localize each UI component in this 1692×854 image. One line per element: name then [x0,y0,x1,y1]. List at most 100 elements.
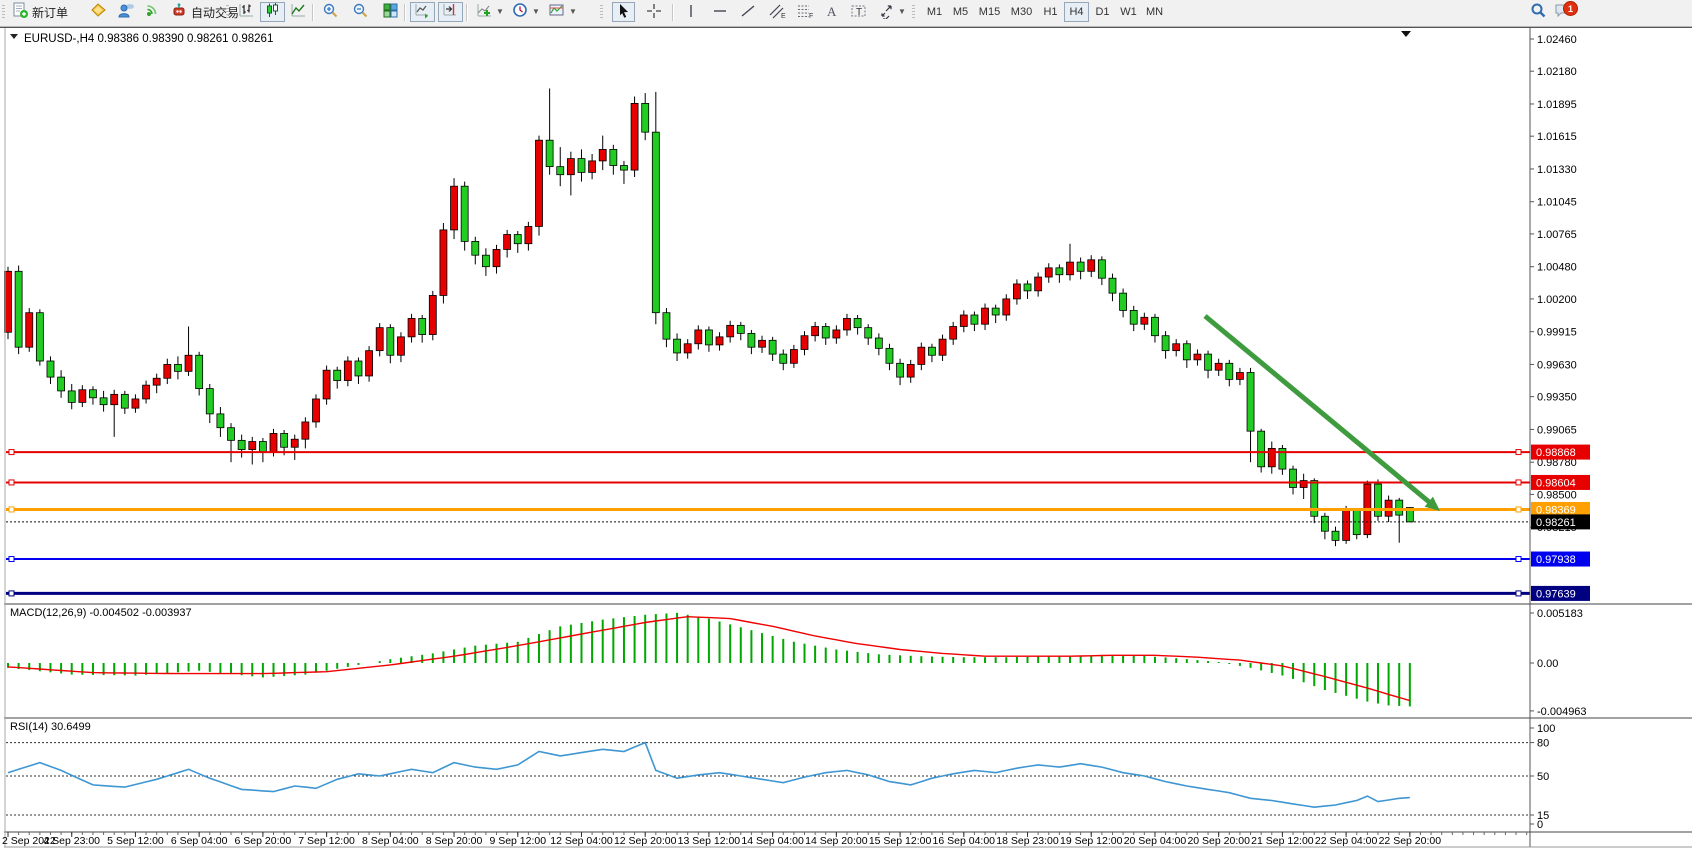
svg-text:0.98604: 0.98604 [1536,477,1576,489]
channel-button[interactable]: E [764,2,790,22]
toolbar-separator [404,4,405,21]
crosshair-button[interactable] [642,2,666,22]
notification-badge[interactable]: 1 [1563,1,1578,16]
new-order-button[interactable]: 新订单 [8,2,72,22]
zoom-in-button[interactable] [318,2,343,22]
svg-text:0.99065: 0.99065 [1537,424,1577,436]
trendline-button[interactable] [736,2,760,22]
autotrading-icon [170,2,188,22]
axis-price-label: 0.98604 [1531,474,1590,490]
line-chart-button[interactable] [286,2,311,22]
text-label-button[interactable]: T [846,2,872,22]
svg-text:22 Sep 20:00: 22 Sep 20:00 [1379,835,1442,847]
chart-canvas[interactable]: 1.02460 1.02180 1.01895 1.01615 1.01330 1.010… [0,28,1692,854]
svg-text:EURUSD-,H4 0.98386 0.98390 0.: EURUSD-,H4 0.98386 0.98390 0.98261 0.982… [24,33,273,45]
timeframe-button-w1[interactable]: W1 [1120,6,1137,18]
line-handle[interactable] [8,479,15,486]
text-button[interactable]: A [820,2,842,22]
svg-text:22 Sep 04:00: 22 Sep 04:00 [1315,835,1378,847]
bar-chart-button[interactable] [234,2,259,22]
chart-shift-marker[interactable] [1401,31,1411,37]
fibonacci-button[interactable]: F [792,2,818,22]
timeframe-button-h1[interactable]: H1 [1043,6,1058,18]
line-handle[interactable] [8,506,15,513]
zoom-in-icon [322,2,339,22]
svg-text:14 Sep 04:00: 14 Sep 04:00 [741,835,804,847]
line-handle[interactable] [8,590,15,597]
autotrading-button[interactable]: 自动交易 [166,2,243,22]
metaeditor-button[interactable] [86,2,111,22]
toolbar-grip[interactable] [2,5,5,20]
svg-text:20 Sep 04:00: 20 Sep 04:00 [1124,835,1187,847]
svg-text:F: F [809,13,813,19]
svg-text:13 Sep 12:00: 13 Sep 12:00 [678,835,741,847]
autotrading-label: 自动交易 [191,5,240,20]
chevron-down-icon: ▼ [569,7,577,16]
svg-text:0.00: 0.00 [1537,658,1558,670]
zoom-out-button[interactable] [348,2,373,22]
line-handle[interactable] [8,449,15,456]
text-label-icon: T [850,3,868,22]
svg-text:8 Sep 20:00: 8 Sep 20:00 [426,835,483,847]
axis-price-label: 0.97938 [1531,551,1590,567]
trendline-icon [740,3,756,22]
timeframe-button-mn[interactable]: MN [1145,6,1164,18]
fibonacci-icon: F [796,3,814,22]
svg-text:5 Sep 12:00: 5 Sep 12:00 [107,835,164,847]
svg-text:1.01895: 1.01895 [1537,99,1577,111]
market-button[interactable] [113,2,139,22]
svg-text:20 Sep 20:00: 20 Sep 20:00 [1187,835,1250,847]
svg-text:18 Sep 23:00: 18 Sep 23:00 [996,835,1059,847]
line-handle[interactable] [1515,556,1522,563]
hline-objects [6,449,1530,597]
search-button[interactable] [1526,2,1551,22]
chart-title: EURUSD-,H4 0.98386 0.98390 0.98261 0.982… [10,33,273,45]
indicators-button[interactable]: ▼ [472,2,508,22]
line-handle[interactable] [1515,506,1522,513]
text-icon: A [824,3,838,22]
svg-text:1.00200: 1.00200 [1537,294,1577,306]
vertical-line-button[interactable] [680,2,702,22]
svg-text:T: T [856,7,862,18]
arrow-annotation[interactable] [1203,314,1440,511]
toolbar-separator [466,4,467,21]
timeframe-button-m1[interactable]: M1 [926,6,943,18]
timeframe-button-m5[interactable]: M5 [952,6,969,18]
axis-price-label: 0.98868 [1531,444,1590,460]
timeframe-button-m15[interactable]: M15 [978,6,1001,18]
candlestick-chart-button[interactable] [260,2,285,22]
templates-button[interactable]: ▼ [544,2,581,22]
cursor-button[interactable] [612,2,635,22]
rsi-panel: RSI(14) 30.6499 100 80 50 150 [6,721,1555,831]
toolbar-separator [672,4,673,21]
chart-dropdown-icon[interactable] [10,34,18,39]
line-handle[interactable] [1515,590,1522,597]
timeframe-button-h4[interactable]: H4 [1064,2,1089,22]
tile-windows-button[interactable] [378,2,403,22]
signals-button[interactable] [140,2,165,22]
auto-scroll-button[interactable] [410,2,435,22]
line-handle[interactable] [1515,479,1522,486]
line-handle[interactable] [8,556,15,563]
svg-text:0.99350: 0.99350 [1537,392,1577,404]
horizontal-line-icon [712,3,728,22]
timeframe-button-m30[interactable]: M30 [1010,6,1033,18]
horizontal-line-button[interactable] [708,2,732,22]
periods-button[interactable]: ▼ [508,2,544,22]
chart-shift-button[interactable] [438,2,463,22]
svg-text:15 Sep 12:00: 15 Sep 12:00 [869,835,932,847]
candles-layer [4,88,1414,547]
timeframe-button-d1[interactable]: D1 [1095,6,1110,18]
svg-text:6 Sep 04:00: 6 Sep 04:00 [171,835,228,847]
toolbar-grip[interactable] [226,5,229,20]
svg-text:50: 50 [1537,771,1549,783]
chevron-down-icon: ▼ [898,7,906,16]
svg-text:4 Sep 23:00: 4 Sep 23:00 [43,835,100,847]
shapes-button[interactable]: ▼ [874,2,910,22]
svg-text:0.97938: 0.97938 [1536,554,1576,566]
toolbar-grip[interactable] [600,5,603,20]
indicators-icon [476,2,493,22]
toolbar-grip[interactable] [912,5,915,20]
line-handle[interactable] [1515,449,1522,456]
chart-shift-icon [442,2,459,22]
